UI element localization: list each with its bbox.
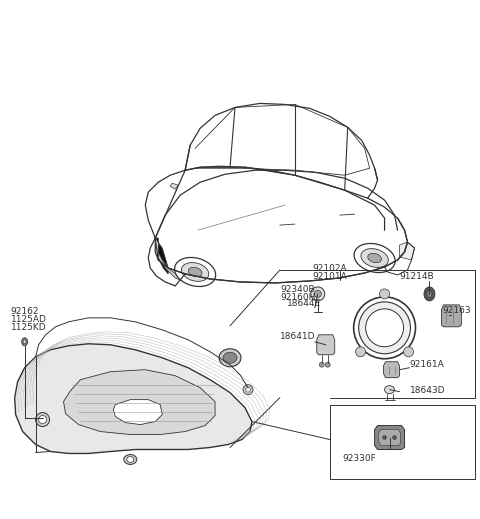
Polygon shape (374, 426, 405, 449)
Ellipse shape (127, 457, 134, 462)
Ellipse shape (354, 297, 416, 359)
Ellipse shape (311, 287, 325, 301)
Polygon shape (379, 430, 400, 445)
Ellipse shape (245, 387, 251, 392)
Ellipse shape (427, 291, 432, 297)
Text: 92102A: 92102A (313, 264, 348, 273)
Ellipse shape (23, 340, 26, 344)
Ellipse shape (356, 347, 366, 357)
Ellipse shape (181, 263, 209, 281)
Polygon shape (170, 183, 178, 189)
Ellipse shape (188, 267, 202, 277)
Ellipse shape (424, 287, 435, 301)
Text: 91214B: 91214B (399, 272, 434, 281)
Polygon shape (442, 305, 461, 327)
Ellipse shape (354, 243, 395, 272)
Text: 92340B: 92340B (280, 285, 314, 294)
Polygon shape (384, 362, 399, 378)
Ellipse shape (223, 352, 237, 363)
Ellipse shape (383, 435, 386, 440)
Polygon shape (317, 335, 335, 355)
Text: 1125KD: 1125KD (11, 323, 46, 332)
Polygon shape (399, 242, 415, 260)
Text: 92101A: 92101A (313, 272, 348, 281)
Text: 18643D: 18643D (409, 386, 445, 394)
Ellipse shape (22, 338, 28, 346)
Polygon shape (158, 252, 185, 282)
Text: 18644E: 18644E (287, 299, 321, 308)
Ellipse shape (243, 385, 253, 394)
Text: 92162: 92162 (11, 307, 39, 316)
Ellipse shape (384, 386, 395, 393)
Polygon shape (155, 238, 168, 274)
Ellipse shape (404, 347, 414, 357)
Ellipse shape (380, 289, 390, 299)
Text: 18641D: 18641D (280, 332, 315, 341)
Text: 92330F: 92330F (343, 455, 376, 463)
Text: 92163: 92163 (443, 306, 471, 315)
Ellipse shape (36, 413, 49, 427)
Text: 92160H: 92160H (280, 293, 315, 302)
Ellipse shape (314, 291, 321, 297)
Polygon shape (63, 370, 215, 434)
Ellipse shape (359, 302, 410, 354)
Ellipse shape (361, 249, 388, 267)
Text: 92161A: 92161A (409, 360, 444, 368)
Ellipse shape (319, 362, 324, 367)
Ellipse shape (219, 349, 241, 367)
Ellipse shape (175, 257, 216, 286)
Ellipse shape (368, 253, 382, 263)
Ellipse shape (38, 416, 47, 424)
Text: 1125AD: 1125AD (11, 315, 47, 324)
Ellipse shape (366, 309, 404, 347)
Polygon shape (113, 400, 162, 425)
Ellipse shape (124, 455, 137, 465)
Ellipse shape (393, 435, 396, 440)
Polygon shape (15, 344, 252, 454)
Ellipse shape (325, 362, 330, 367)
